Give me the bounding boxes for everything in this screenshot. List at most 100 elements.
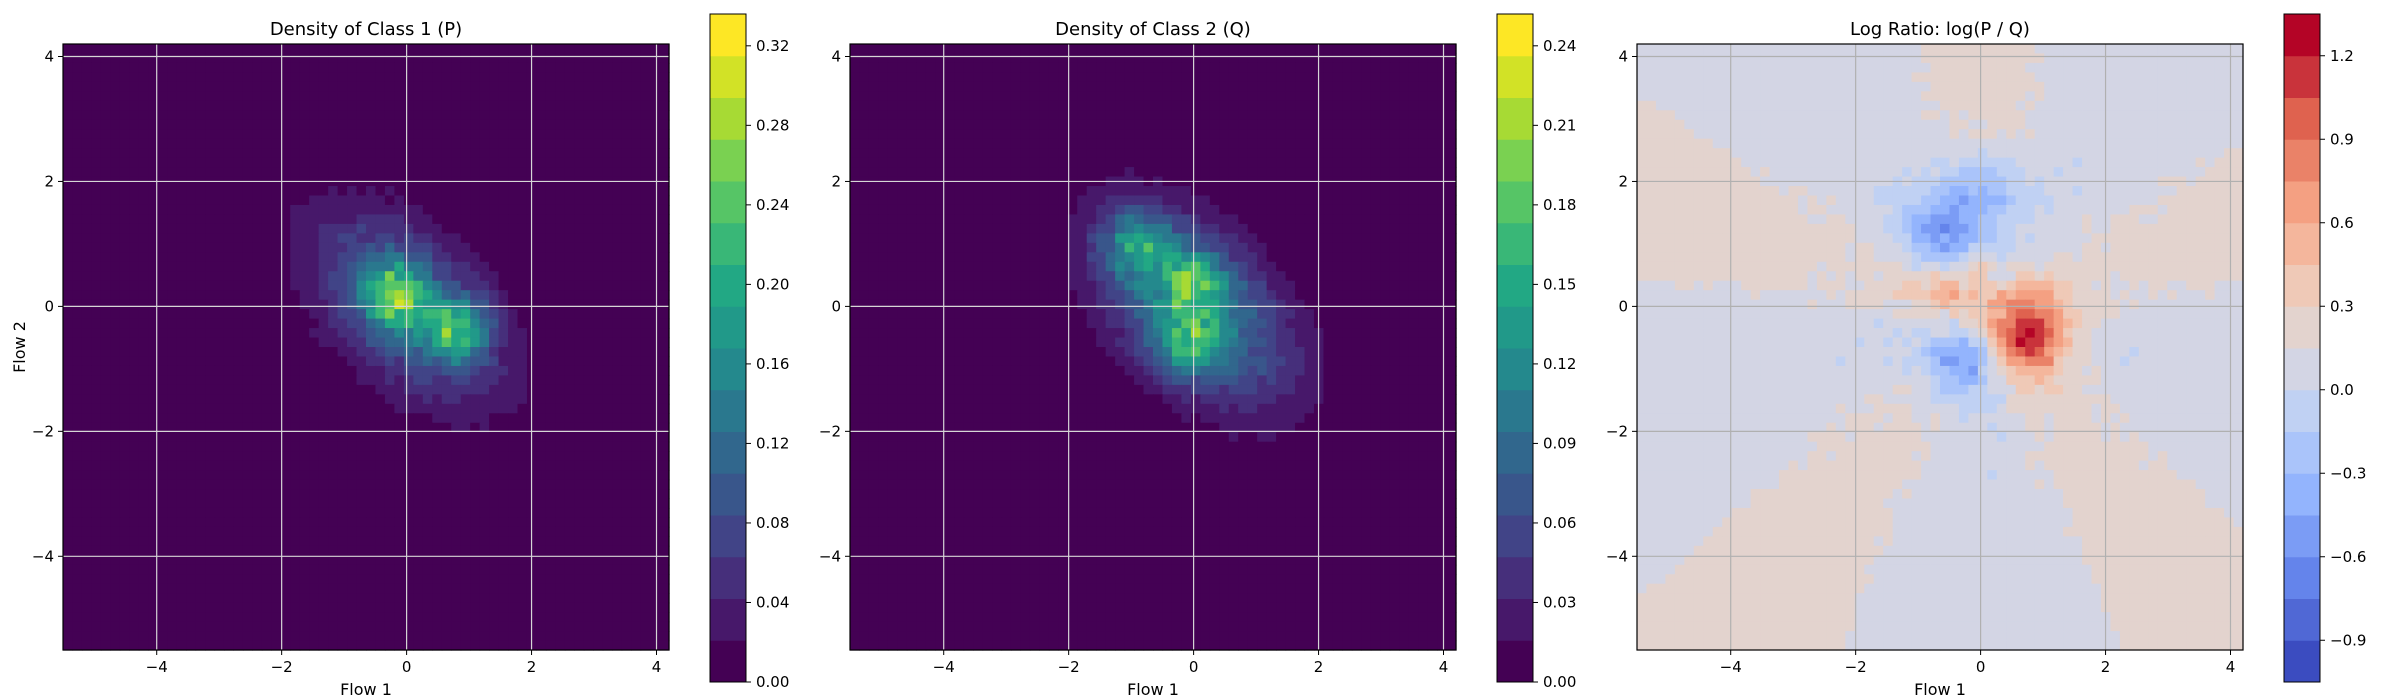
- heatmap-cell: [403, 186, 414, 197]
- heatmap-cell: [337, 233, 348, 244]
- heatmap-cell: [233, 81, 244, 92]
- heatmap-cell: [593, 242, 604, 253]
- heatmap-cell: [1124, 91, 1135, 102]
- heatmap-cell: [148, 129, 159, 140]
- heatmap-cell: [318, 271, 329, 282]
- heatmap-cell: [935, 100, 946, 111]
- heatmap-cell: [309, 328, 320, 339]
- heatmap-cell: [640, 574, 651, 585]
- heatmap-cell: [299, 375, 310, 386]
- heatmap-cell: [252, 470, 263, 481]
- heatmap-cell: [631, 384, 642, 395]
- heatmap-cell: [574, 280, 585, 291]
- heatmap-cell: [223, 441, 235, 452]
- heatmap-cell: [167, 309, 178, 320]
- heatmap-cell: [63, 119, 74, 130]
- heatmap-cell: [72, 583, 83, 594]
- heatmap-cell: [1153, 119, 1164, 130]
- heatmap-cell: [100, 280, 111, 291]
- heatmap-cell: [498, 489, 509, 500]
- heatmap-cell: [1238, 81, 1249, 92]
- heatmap-cell: [375, 470, 386, 481]
- heatmap-cell: [299, 384, 310, 395]
- heatmap-cell: [205, 384, 216, 395]
- heatmap-cell: [195, 252, 206, 263]
- heatmap-cell: [583, 470, 594, 481]
- heatmap-cell: [935, 138, 946, 149]
- heatmap-cell: [72, 612, 83, 623]
- heatmap-cell: [299, 441, 310, 452]
- heatmap-cell: [223, 602, 235, 613]
- heatmap-cell: [129, 403, 140, 414]
- heatmap-cell: [167, 290, 178, 301]
- heatmap-cell: [72, 555, 83, 566]
- heatmap-cell: [631, 347, 642, 358]
- heatmap-cell: [451, 564, 462, 575]
- heatmap-cell: [1228, 138, 1239, 149]
- heatmap-cell: [129, 479, 140, 490]
- heatmap-cell: [612, 299, 623, 310]
- heatmap-cell: [470, 489, 481, 500]
- heatmap-cell: [195, 157, 206, 168]
- heatmap-cell: [100, 91, 111, 102]
- heatmap-cell: [508, 384, 519, 395]
- heatmap-cell: [422, 432, 433, 443]
- heatmap-cell: [640, 347, 651, 358]
- heatmap-cell: [63, 583, 74, 594]
- heatmap-cell: [508, 545, 519, 556]
- heatmap-cell: [157, 564, 168, 575]
- heatmap-cell: [328, 62, 339, 74]
- heatmap-cell: [1029, 62, 1040, 74]
- heatmap-cell: [859, 148, 870, 159]
- heatmap-cell: [186, 375, 197, 386]
- heatmap-cell: [564, 309, 575, 320]
- heatmap-cell: [138, 555, 149, 566]
- heatmap-cell: [394, 328, 405, 339]
- heatmap-cell: [110, 441, 121, 452]
- heatmap-cell: [441, 631, 452, 642]
- heatmap-cell: [1134, 91, 1145, 102]
- heatmap-cell: [403, 403, 414, 414]
- heatmap-cell: [1361, 91, 1372, 102]
- heatmap-cell: [536, 498, 547, 509]
- heatmap-cell: [564, 242, 575, 253]
- heatmap-cell: [1162, 62, 1173, 74]
- heatmap-cell: [659, 148, 670, 159]
- heatmap-cell: [72, 356, 83, 367]
- heatmap-cell: [375, 186, 386, 197]
- heatmap-cell: [1219, 138, 1230, 149]
- heatmap-cell: [280, 110, 291, 121]
- heatmap-cell: [850, 53, 861, 64]
- heatmap-cell: [640, 119, 651, 130]
- heatmap-cell: [555, 470, 566, 481]
- heatmap-cell: [318, 318, 329, 329]
- heatmap-cell: [384, 631, 396, 642]
- heatmap-cell: [850, 110, 861, 121]
- heatmap-cell: [347, 347, 358, 358]
- heatmap-cell: [299, 602, 310, 613]
- heatmap-cell: [859, 119, 870, 130]
- heatmap-cell: [593, 44, 604, 55]
- heatmap-cell: [328, 53, 339, 64]
- heatmap-cell: [593, 309, 604, 320]
- heatmap-cell: [167, 148, 178, 159]
- heatmap-cell: [403, 252, 414, 263]
- heatmap-cell: [271, 138, 282, 149]
- heatmap-cell: [129, 119, 140, 130]
- heatmap-cell: [138, 356, 149, 367]
- heatmap-cell: [403, 640, 414, 651]
- heatmap-cell: [602, 110, 613, 121]
- heatmap-cell: [602, 261, 613, 272]
- heatmap-cell: [1020, 44, 1031, 55]
- heatmap-cell: [233, 517, 244, 528]
- heatmap-cell: [186, 318, 197, 329]
- heatmap-cell: [631, 583, 642, 594]
- heatmap-cell: [650, 233, 661, 244]
- heatmap-cell: [138, 621, 149, 632]
- heatmap-cell: [460, 271, 471, 282]
- heatmap-cell: [508, 204, 519, 216]
- heatmap-cell: [432, 564, 443, 575]
- heatmap-cell: [290, 148, 301, 159]
- heatmap-cell: [451, 479, 462, 490]
- heatmap-cell: [1134, 100, 1145, 111]
